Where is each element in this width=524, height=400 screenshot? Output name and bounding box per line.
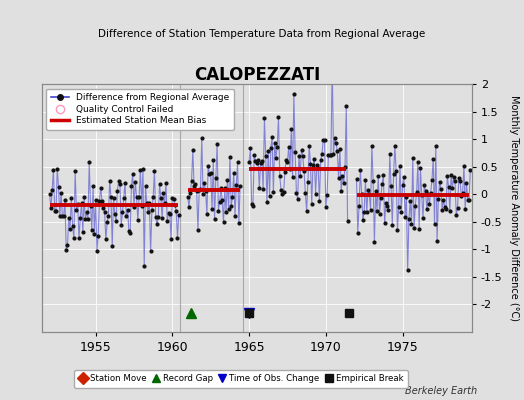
Y-axis label: Monthly Temperature Anomaly Difference (°C): Monthly Temperature Anomaly Difference (…	[509, 95, 519, 321]
Title: CALOPEZZATI: CALOPEZZATI	[194, 66, 320, 84]
Text: Berkeley Earth: Berkeley Earth	[405, 386, 477, 396]
Text: Difference of Station Temperature Data from Regional Average: Difference of Station Temperature Data f…	[99, 29, 425, 39]
Legend: Station Move, Record Gap, Time of Obs. Change, Empirical Break: Station Move, Record Gap, Time of Obs. C…	[74, 370, 408, 388]
Legend: Difference from Regional Average, Quality Control Failed, Estimated Station Mean: Difference from Regional Average, Qualit…	[47, 88, 234, 130]
